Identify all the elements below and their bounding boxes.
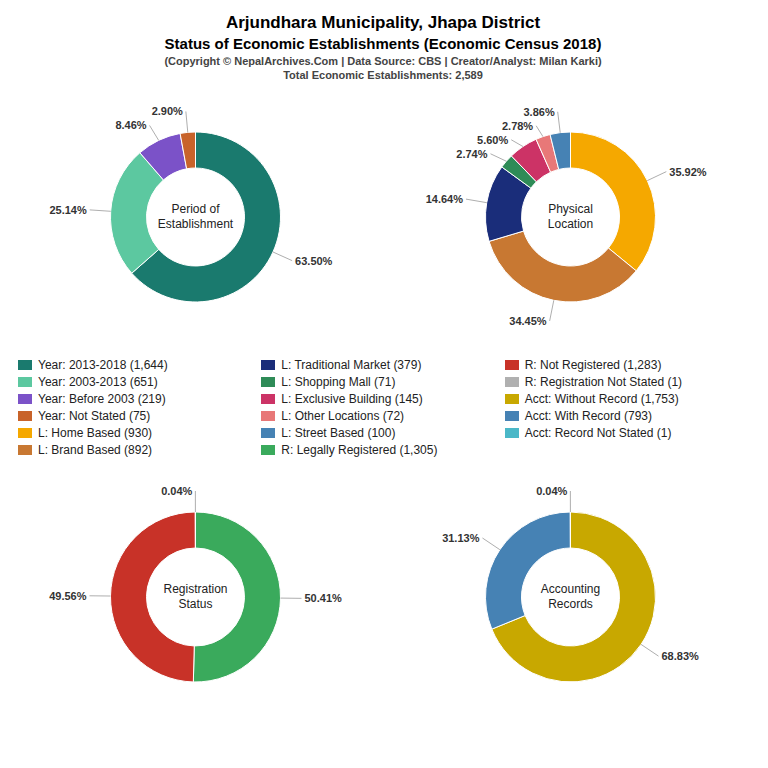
html-text:Accounting: Accounting bbox=[540, 582, 601, 596]
svg-text:2.74%: 2.74% bbox=[456, 148, 487, 160]
svg-text:68.83%: 68.83% bbox=[661, 650, 699, 662]
html-text:Status of Economic Establishme: Status of Economic Establishments (Econo… bbox=[164, 35, 602, 52]
svg-text:2.78%: 2.78% bbox=[502, 120, 533, 132]
html-text:Acct: Record Not Stated (1): Acct: Record Not Stated (1) bbox=[524, 425, 672, 440]
html-text:Registration: Registration bbox=[163, 582, 228, 596]
html-text:R: Registration Not Stated (1): R: Registration Not Stated (1) bbox=[524, 374, 683, 389]
html-text:Year: Not Stated (75): Year: Not Stated (75) bbox=[38, 408, 151, 423]
html-text:Acct: Without Record (1,753): Acct: Without Record (1,753) bbox=[524, 391, 679, 406]
html-text:L: Street Based (100): L: Street Based (100) bbox=[281, 425, 396, 440]
html-text:Physical: Physical bbox=[548, 202, 593, 216]
html-text:Status: Status bbox=[178, 597, 213, 611]
svg-text:34.45%: 34.45% bbox=[509, 315, 547, 327]
svg-text:0.04%: 0.04% bbox=[536, 485, 567, 497]
svg-text:25.14%: 25.14% bbox=[49, 204, 87, 216]
svg-text:8.46%: 8.46% bbox=[115, 119, 146, 131]
svg-text:63.50%: 63.50% bbox=[295, 255, 333, 267]
svg-text:35.92%: 35.92% bbox=[669, 166, 707, 178]
html-text:Total Economic Establishments:: Total Economic Establishments: 2,589 bbox=[283, 69, 483, 81]
html-text:L: Brand Based (892): L: Brand Based (892) bbox=[38, 442, 153, 457]
svg-text:50.41%: 50.41% bbox=[304, 592, 342, 604]
html-text:Establishment: Establishment bbox=[157, 217, 234, 231]
html-text:Year: 2003-2013 (651): Year: 2003-2013 (651) bbox=[38, 374, 158, 389]
html-text:Acct: With Record (793): Acct: With Record (793) bbox=[524, 408, 652, 423]
html-text:Year: Before 2003 (219): Year: Before 2003 (219) bbox=[38, 391, 166, 406]
html-text:L: Traditional Market (379): L: Traditional Market (379) bbox=[281, 357, 422, 372]
html-text:(Copyright © NepalArchives.Com: (Copyright © NepalArchives.Com | Data So… bbox=[164, 55, 602, 67]
svg-text:49.56%: 49.56% bbox=[49, 590, 87, 602]
html-text:L: Home Based (930): L: Home Based (930) bbox=[38, 425, 153, 440]
html-text:Records: Records bbox=[548, 597, 593, 611]
html-text:L: Other Locations (72): L: Other Locations (72) bbox=[281, 408, 405, 423]
svg-text:0.04%: 0.04% bbox=[161, 485, 192, 497]
svg-text:31.13%: 31.13% bbox=[442, 532, 480, 544]
html-text:L: Shopping Mall (71): L: Shopping Mall (71) bbox=[281, 374, 396, 389]
html-text:Period of: Period of bbox=[171, 202, 220, 216]
svg-text:14.64%: 14.64% bbox=[426, 193, 464, 205]
html-text:R: Legally Registered (1,305): R: Legally Registered (1,305) bbox=[281, 442, 438, 457]
html-text:Location: Location bbox=[547, 217, 594, 231]
html-text:R: Not Registered (1,283): R: Not Registered (1,283) bbox=[524, 357, 662, 372]
html-text:L: Exclusive Building (145): L: Exclusive Building (145) bbox=[281, 391, 423, 406]
html-text:Arjundhara Municipality, Jhapa: Arjundhara Municipality, Jhapa District bbox=[225, 13, 541, 32]
html-text:Year: 2013-2018 (1,644): Year: 2013-2018 (1,644) bbox=[38, 357, 168, 372]
svg-text:5.60%: 5.60% bbox=[477, 134, 508, 146]
svg-text:3.86%: 3.86% bbox=[523, 106, 554, 118]
svg-text:2.90%: 2.90% bbox=[152, 105, 183, 117]
